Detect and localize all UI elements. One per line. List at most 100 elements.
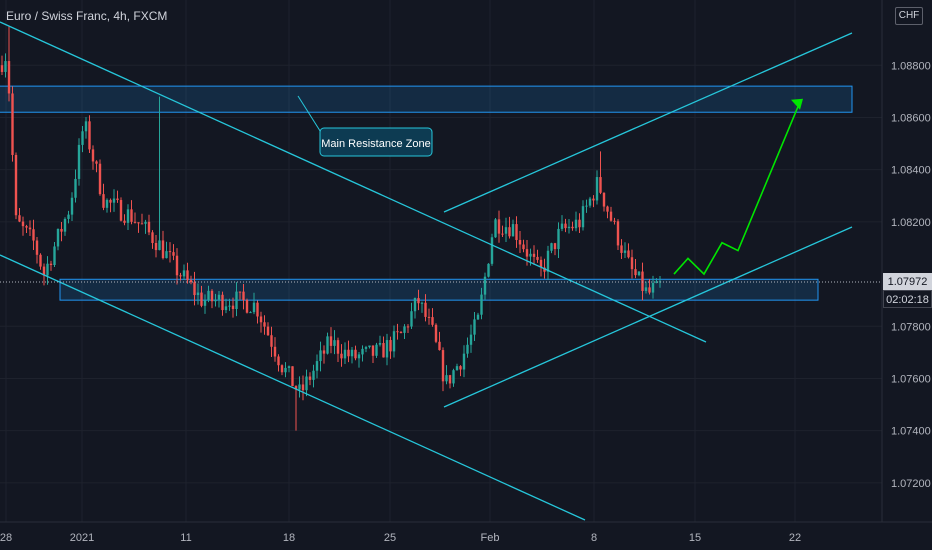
candle-down	[116, 198, 119, 201]
candle-up	[74, 178, 77, 198]
candle-up	[217, 294, 221, 300]
ascending-channel-upper[interactable]	[443, 32, 853, 213]
candle-down	[91, 149, 95, 162]
candle-down	[578, 219, 581, 228]
candle-down	[340, 353, 343, 359]
candle-up	[560, 223, 564, 229]
callout-pointer	[297, 95, 323, 135]
descending-channel-lower[interactable]	[0, 254, 586, 521]
candle-down	[497, 219, 501, 234]
candle-down	[263, 322, 266, 327]
candle-down	[354, 349, 357, 359]
candle-up	[550, 243, 553, 251]
candle-up	[504, 227, 508, 234]
candle-up	[84, 121, 88, 132]
candle-up	[298, 384, 301, 390]
candle-up	[644, 287, 648, 291]
candle-down	[14, 154, 18, 216]
price-axis[interactable]: 1.08800 1.08600 1.08400 1.08200 1.07800 1.076…	[891, 60, 931, 490]
ascending-channel-lower[interactable]	[443, 226, 853, 408]
candle-up	[249, 312, 252, 314]
candle-down	[193, 282, 196, 296]
candle-down	[396, 331, 399, 333]
candle-up	[67, 214, 70, 219]
candle-down	[154, 242, 158, 251]
candle-up	[144, 221, 147, 224]
candle-up	[595, 177, 599, 201]
currency-badge: CHF	[895, 7, 923, 25]
candle-up	[413, 298, 417, 312]
candle-down	[270, 335, 273, 347]
candle-down	[277, 356, 280, 366]
candle-up	[581, 206, 585, 228]
candle-up	[287, 366, 291, 368]
candle-up	[368, 345, 371, 348]
candle-down	[616, 221, 620, 246]
candle-down	[221, 294, 224, 311]
support-zone[interactable]	[59, 278, 819, 301]
resistance-zone[interactable]	[0, 85, 853, 113]
candle-up	[112, 198, 116, 203]
price-tick-label: 1.08400	[891, 165, 931, 177]
candle-down	[256, 302, 259, 317]
candle-down	[525, 249, 529, 257]
candle-down	[0, 65, 4, 72]
candle-up	[655, 281, 658, 283]
candle-down	[301, 384, 305, 391]
candle-up	[403, 326, 406, 333]
candle-down	[543, 267, 546, 272]
candle-up	[445, 375, 448, 382]
candle-down	[49, 263, 53, 265]
price-tick-label: 1.07600	[891, 373, 931, 385]
candle-down	[329, 336, 333, 346]
candle-down	[515, 224, 518, 240]
candle-down	[168, 251, 172, 253]
candle-down	[536, 256, 539, 260]
candle-down	[7, 61, 11, 94]
candle-up	[312, 370, 315, 380]
candle-up	[375, 344, 378, 356]
descending-channel-upper[interactable]	[0, 21, 707, 343]
candle-down	[140, 223, 144, 225]
candle-down	[553, 243, 557, 250]
candle-down	[18, 215, 21, 222]
candle-down	[133, 221, 137, 223]
candle-up	[126, 209, 130, 223]
candle-up	[77, 144, 81, 179]
time-tick-label: Feb	[481, 532, 500, 544]
candle-down	[609, 211, 613, 221]
candle-up	[158, 240, 161, 251]
candle-up	[4, 61, 7, 72]
candle-down	[98, 163, 102, 195]
candle-down	[245, 299, 249, 313]
candle-down	[620, 245, 623, 253]
time-axis[interactable]: 28 2021 11 18 25 Feb 8 15 22	[0, 532, 801, 544]
candle-up	[483, 276, 487, 295]
candle-down	[438, 341, 441, 351]
candle-up	[165, 251, 168, 259]
resistance-callout[interactable]: Main Resistance Zone	[297, 95, 433, 157]
time-tick-label: 8	[591, 532, 597, 544]
candle-up	[207, 290, 210, 301]
candle-down	[441, 350, 445, 382]
candle-down	[130, 209, 133, 222]
candle-up	[651, 282, 655, 293]
price-tick-label: 1.07200	[891, 478, 931, 490]
candle-down	[137, 222, 140, 224]
projection-line[interactable]	[673, 101, 801, 276]
candle-down	[172, 252, 175, 256]
candle-up	[623, 250, 627, 253]
projection-path	[673, 98, 803, 276]
candle-up	[567, 226, 571, 229]
time-tick-label: 22	[789, 532, 801, 544]
candle-down	[434, 324, 438, 342]
candle-up	[252, 302, 256, 313]
candle-down	[564, 223, 567, 229]
time-tick-label: 18	[283, 532, 295, 544]
candle-down	[179, 275, 182, 277]
price-tick-label: 1.08800	[891, 60, 931, 72]
candle-up	[46, 263, 49, 276]
candle-up	[305, 376, 308, 391]
